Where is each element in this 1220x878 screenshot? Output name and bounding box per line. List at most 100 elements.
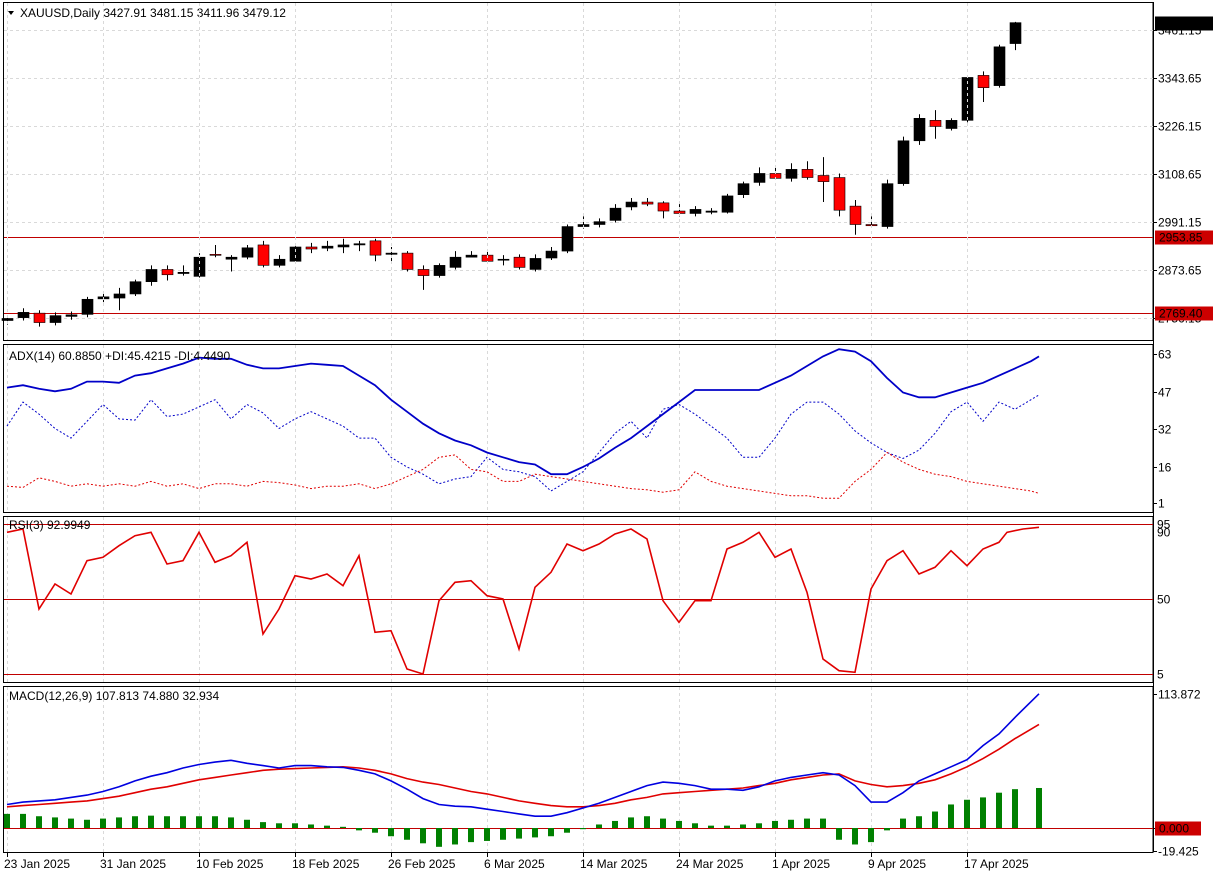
candle[interactable] <box>801 161 814 180</box>
candle[interactable] <box>321 240 334 252</box>
macd-hist-bar <box>756 823 762 828</box>
candle[interactable] <box>625 197 638 211</box>
candle[interactable] <box>241 244 254 260</box>
candle[interactable] <box>497 255 510 266</box>
candle[interactable] <box>593 218 606 228</box>
candle[interactable] <box>657 201 670 219</box>
macd-hist-bar <box>548 828 554 837</box>
candle[interactable] <box>401 251 414 272</box>
adx-tick-label: 47 <box>1158 386 1172 400</box>
price-panel[interactable]: 3461.153343.653226.153108.652991.152873.… <box>1 6 1213 327</box>
candle[interactable] <box>113 287 126 311</box>
candle-body <box>689 209 702 214</box>
candle-body <box>273 258 286 266</box>
macd-panel[interactable]: 113.872 -19.425 0.000 MACD(12,26,9) 107.813… <box>4 688 1201 859</box>
macd-hist-bar <box>452 828 458 845</box>
candle[interactable] <box>177 265 190 276</box>
candle[interactable] <box>225 255 238 272</box>
candle[interactable] <box>913 114 926 145</box>
candle-body <box>625 201 638 208</box>
candle[interactable] <box>209 244 222 258</box>
candle-body <box>833 177 846 211</box>
macd-hist-bar <box>52 817 58 828</box>
chevron-down-icon[interactable] <box>8 11 14 15</box>
candle[interactable] <box>337 238 350 254</box>
candle[interactable] <box>145 265 158 286</box>
macd-hist-bar <box>84 819 90 828</box>
candle-body <box>593 221 606 225</box>
candle[interactable] <box>81 296 94 318</box>
candle[interactable] <box>609 204 622 223</box>
rsi-tick-label: 50 <box>1157 593 1171 607</box>
macd-hist-bar <box>1036 787 1042 828</box>
candle-body <box>417 269 430 276</box>
candle[interactable] <box>289 246 302 264</box>
candle[interactable] <box>417 265 430 290</box>
candle-body <box>513 256 526 268</box>
candle[interactable] <box>305 242 318 254</box>
candle[interactable] <box>273 255 286 268</box>
candle[interactable] <box>881 179 894 229</box>
candle-body <box>849 205 862 225</box>
candle[interactable] <box>49 312 62 326</box>
candle[interactable] <box>977 71 990 102</box>
candle[interactable] <box>849 200 862 235</box>
candle[interactable] <box>689 206 702 217</box>
candle[interactable] <box>545 246 558 261</box>
candle[interactable] <box>257 240 270 268</box>
macd-hist-bar <box>852 828 858 845</box>
adx-label: ADX(14) 60.8850 +DI:45.4215 -DI:4.4490 <box>9 349 230 363</box>
candle[interactable] <box>1009 21 1022 51</box>
price-grid <box>4 30 1153 319</box>
candle[interactable] <box>897 136 910 186</box>
macd-hist-bar <box>772 820 778 828</box>
candle[interactable] <box>929 110 942 139</box>
candle[interactable] <box>513 254 526 270</box>
candle[interactable] <box>817 157 830 203</box>
candle[interactable] <box>33 310 46 327</box>
candle-body <box>81 298 94 315</box>
candle-body <box>449 256 462 268</box>
macd-hist-bar <box>708 825 714 828</box>
candle[interactable] <box>161 265 174 281</box>
macd-hist-bar <box>20 813 26 828</box>
candle[interactable] <box>833 173 846 217</box>
adx-panel[interactable]: 63 47 32 16 1 ADX(14) 60.8850 +DI:45.4215 -DI… <box>6 348 1172 511</box>
candle[interactable] <box>17 308 30 321</box>
candle[interactable] <box>753 167 766 186</box>
price-tick-label: 3108.65 <box>1158 168 1202 182</box>
candle-body <box>385 252 398 255</box>
candle[interactable] <box>561 224 574 254</box>
candle[interactable] <box>641 197 654 207</box>
candle[interactable] <box>449 251 462 270</box>
candle[interactable] <box>945 118 958 131</box>
macd-hist-bar <box>468 828 474 843</box>
candle-body <box>1 318 14 321</box>
macd-tick-label: 113.872 <box>1158 688 1201 702</box>
price-tick-label: 2873.65 <box>1158 264 1202 278</box>
candle[interactable] <box>65 311 78 320</box>
candle[interactable] <box>369 238 382 262</box>
price-hline-tag <box>1155 306 1213 321</box>
candle[interactable] <box>705 208 718 215</box>
candle[interactable] <box>129 279 142 297</box>
adx-tick-label: 1 <box>1158 497 1165 511</box>
rsi-tick-label: 95 <box>1157 518 1171 532</box>
macd-hist-bar <box>228 817 234 828</box>
candle[interactable] <box>353 240 366 252</box>
macd-hist-bar <box>404 828 410 840</box>
candle-body <box>753 173 766 183</box>
candle-body <box>209 254 222 256</box>
candle[interactable] <box>737 181 750 198</box>
candle[interactable] <box>785 163 798 182</box>
candle[interactable] <box>433 263 446 278</box>
macd-hist-bar <box>212 816 218 828</box>
macd-hist-bar <box>436 828 442 847</box>
candle[interactable] <box>721 193 734 214</box>
candle[interactable] <box>993 44 1006 88</box>
candle[interactable] <box>465 251 478 258</box>
candle[interactable] <box>529 254 542 272</box>
